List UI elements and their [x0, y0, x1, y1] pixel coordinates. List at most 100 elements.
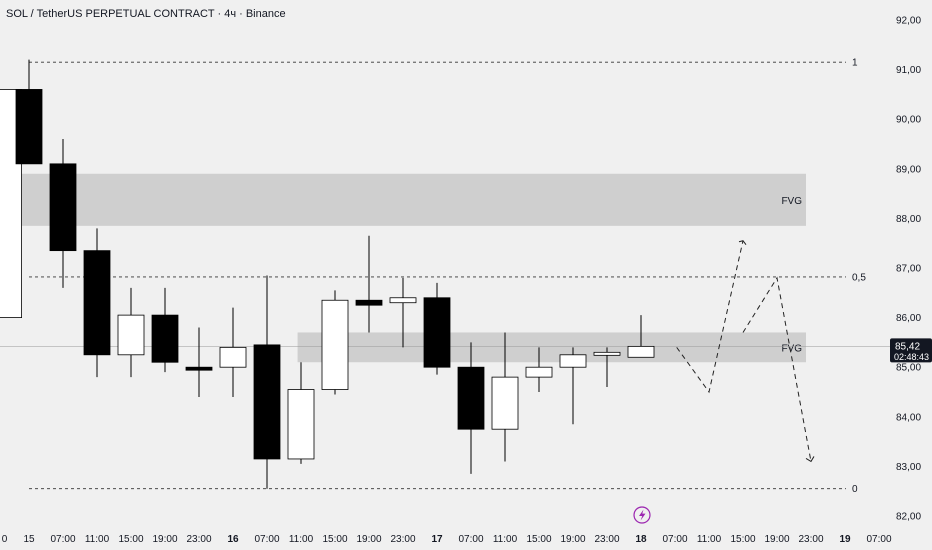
candle	[355, 235, 383, 333]
candle-body	[49, 163, 77, 252]
candle-body	[83, 250, 111, 356]
price-tick-label: 83,00	[896, 462, 921, 473]
candle	[559, 347, 587, 425]
candle	[49, 139, 77, 288]
fvg-zone	[297, 332, 806, 363]
candle-layer	[0, 59, 655, 489]
candle-body	[287, 389, 315, 460]
candle-body	[355, 299, 383, 306]
price-tick-label: 86,00	[896, 313, 921, 324]
time-tick-label: 11:00	[697, 534, 722, 545]
candle	[83, 228, 111, 378]
candle	[185, 327, 213, 397]
lightning-icon[interactable]	[633, 506, 651, 524]
chart-title: SOL / TetherUS PERPETUAL CONTRACT · 4ч ·…	[6, 8, 286, 20]
time-tick-label: 11:00	[85, 534, 110, 545]
candle	[253, 275, 281, 489]
time-tick-label: 11:00	[493, 534, 518, 545]
time-tick-label: 19:00	[356, 534, 381, 545]
candle	[117, 287, 145, 378]
time-tick-label: 23:00	[798, 534, 823, 545]
time-tick-label: 16	[227, 534, 239, 545]
candle-body	[627, 345, 655, 358]
candle	[525, 347, 553, 392]
price-tick-label: 90,00	[896, 115, 921, 126]
candle-body	[253, 344, 281, 460]
fib-level-label: 0	[852, 484, 858, 495]
candle-body	[559, 354, 587, 368]
candle-body	[219, 346, 247, 368]
candle	[457, 342, 485, 474]
time-tick-label: 15	[23, 534, 35, 545]
time-tick-label: 11:00	[289, 534, 314, 545]
candle	[423, 282, 451, 375]
fvg-zone	[1, 173, 807, 226]
price-tick-label: 88,00	[896, 214, 921, 225]
time-tick-label: 19	[839, 534, 851, 545]
candle-body	[457, 366, 485, 430]
time-tick-label: 07:00	[866, 534, 891, 545]
time-tick-label: 07:00	[50, 534, 75, 545]
candle-body	[185, 366, 213, 371]
fib-layer: 10,50	[29, 58, 866, 495]
candle	[593, 347, 621, 388]
price-tick-label: 85,00	[896, 363, 921, 374]
time-tick-label: 15:00	[526, 534, 551, 545]
time-axis[interactable]: 0 15 07:00 11:00 15:00 19:00 23:00 16 07:00 11:00…	[2, 534, 892, 545]
candle-body	[151, 314, 179, 363]
price-badge-box	[890, 338, 932, 363]
time-tick-label: 19:00	[560, 534, 585, 545]
time-tick-label: 23:00	[594, 534, 619, 545]
time-tick-label: 0	[2, 534, 8, 545]
time-tick-label: 15:00	[322, 534, 347, 545]
price-tick-label: 92,00	[896, 16, 921, 27]
candle-body	[321, 299, 349, 390]
candle-body	[491, 376, 519, 430]
candle	[627, 315, 655, 358]
candle	[219, 307, 247, 397]
candle-body	[593, 351, 621, 356]
time-tick-label: 19:00	[764, 534, 789, 545]
candle	[491, 332, 519, 462]
time-tick-label: 15:00	[118, 534, 143, 545]
candle	[389, 277, 417, 348]
projection-arrowhead	[805, 456, 815, 463]
candle	[321, 290, 349, 395]
price-tick-label: 82,00	[896, 512, 921, 523]
candle-body	[15, 89, 43, 165]
projection-path	[742, 276, 812, 462]
projection-path	[676, 240, 744, 394]
price-tick-label: 84,00	[896, 412, 921, 423]
price-badge-value: 85,42	[895, 341, 920, 352]
fvg-label: FVG	[781, 343, 802, 354]
time-tick-label: 07:00	[254, 534, 279, 545]
projection-arrowhead	[738, 240, 747, 246]
candle-body	[525, 366, 553, 378]
time-tick-label: 07:00	[458, 534, 483, 545]
price-axis[interactable]: 92,00 91,00 90,00 89,00 88,00 87,00 86,00 85,00…	[896, 16, 921, 523]
fib-level-label: 0,5	[852, 272, 866, 283]
time-tick-label: 15:00	[730, 534, 755, 545]
fvg-label: FVG	[781, 196, 802, 207]
candle	[287, 362, 315, 464]
price-tick-label: 87,00	[896, 264, 921, 275]
time-tick-label: 23:00	[186, 534, 211, 545]
fib-level-label: 1	[852, 58, 858, 69]
price-tick-label: 89,00	[896, 164, 921, 175]
time-tick-label: 07:00	[662, 534, 687, 545]
candle-body	[423, 297, 451, 368]
price-badge: 85,42 02:48:43	[890, 338, 932, 363]
price-tick-label: 91,00	[896, 65, 921, 76]
candle-body	[389, 297, 417, 304]
time-tick-label: 18	[635, 534, 647, 545]
time-tick-label: 17	[431, 534, 443, 545]
projection-layer	[676, 240, 815, 463]
price-badge-countdown: 02:48:43	[894, 352, 929, 362]
candle-body	[117, 314, 145, 356]
time-tick-label: 19:00	[152, 534, 177, 545]
time-tick-label: 23:00	[390, 534, 415, 545]
candle	[15, 59, 43, 165]
